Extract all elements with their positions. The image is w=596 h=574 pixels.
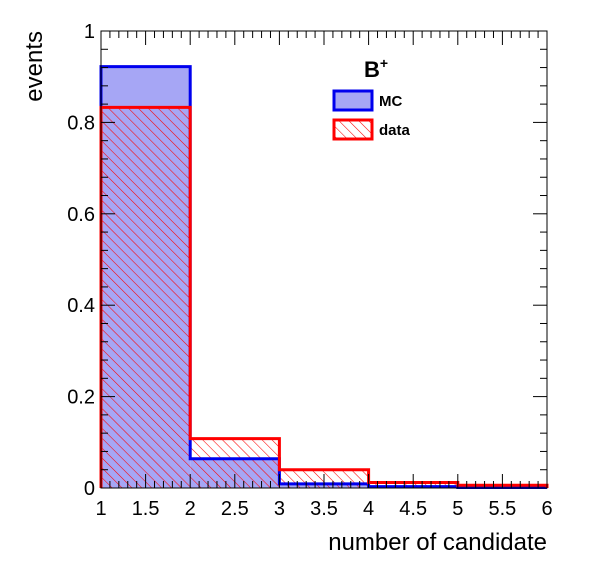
x-tick-label: 6 — [541, 498, 552, 520]
y-tick-label: 0.2 — [67, 387, 95, 409]
y-tick-label: 0.6 — [67, 204, 95, 226]
y-tick-label: 1 — [84, 21, 95, 43]
y-tick-label: 0.8 — [67, 112, 95, 134]
x-tick-label: 3 — [274, 498, 285, 520]
legend-title-superscript: + — [380, 55, 388, 71]
x-tick-label: 1 — [95, 498, 106, 520]
legend-label-mc: MC — [379, 93, 402, 110]
x-tick-label: 3.5 — [310, 498, 338, 520]
x-tick-label: 4 — [363, 498, 374, 520]
x-tick-label: 1.5 — [132, 498, 160, 520]
y-tick-labels: 0 0.2 0.4 0.6 0.8 1 — [67, 21, 95, 500]
histogram-fills — [101, 66, 547, 488]
data-outline — [99, 105, 549, 488]
legend-title-main: B — [364, 57, 380, 82]
legend-entry-data: data — [332, 118, 411, 141]
x-axis-title: number of candidate — [328, 529, 547, 556]
legend-label-data: data — [379, 122, 411, 139]
x-tick-label: 2 — [185, 498, 196, 520]
x-tick-label: 2.5 — [221, 498, 249, 520]
data-bin-1 — [101, 107, 191, 488]
legend-swatch-mc — [332, 89, 374, 112]
y-tick-label: 0 — [84, 478, 95, 500]
y-axis-title: events — [21, 31, 48, 102]
legend-title: B+ — [364, 55, 388, 82]
x-tick-label: 5.5 — [488, 498, 516, 520]
legend-swatch-data — [332, 118, 374, 141]
legend-entry-mc: MC — [332, 89, 402, 112]
x-tick-label: 5 — [452, 498, 463, 520]
y-tick-label: 0.4 — [67, 295, 95, 317]
legend: B+ MC data — [332, 55, 411, 141]
x-tick-label: 4.5 — [399, 498, 427, 520]
axis-ticks — [100, 30, 548, 489]
x-tick-labels: 1 1.5 2 2.5 3 3.5 4 4.5 5 5.5 6 — [95, 498, 552, 520]
